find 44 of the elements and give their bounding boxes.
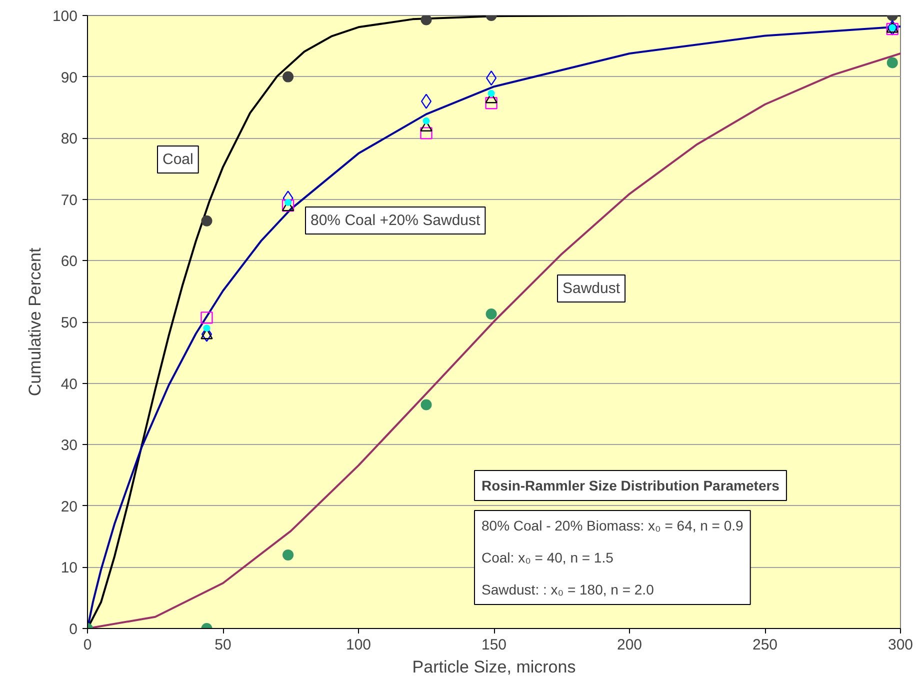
x-tick-label: 250 xyxy=(752,636,778,654)
point xyxy=(488,90,495,97)
annotation: Rosin-Rammler Size Distribution Parameters xyxy=(482,478,780,494)
point xyxy=(420,16,432,26)
point xyxy=(420,399,432,410)
point xyxy=(886,22,898,33)
x-tick-label: 150 xyxy=(481,636,507,654)
y-tick-label: 60 xyxy=(60,253,78,270)
x-axis-title: Particle Size, microns xyxy=(412,658,576,676)
y-tick-label: 70 xyxy=(60,192,78,209)
annotation: 80% Coal +20% Sawdust xyxy=(310,212,482,229)
annotation: Coal xyxy=(162,151,194,168)
y-tick-label: 100 xyxy=(52,8,78,25)
annotation: Sawdust: : x₀ = 180, n = 2.0 xyxy=(482,582,654,598)
point xyxy=(203,324,210,332)
x-tick-label: 200 xyxy=(616,636,642,654)
y-tick-label: 0 xyxy=(69,621,78,638)
point xyxy=(282,71,294,82)
y-tick-label: 20 xyxy=(60,498,78,516)
point xyxy=(420,127,432,140)
point xyxy=(282,549,294,560)
point xyxy=(200,312,213,324)
y-tick-label: 90 xyxy=(60,69,78,86)
x-tick-label: 300 xyxy=(888,636,914,654)
y-axis-title: Cumulative Percent xyxy=(25,248,44,396)
x-tick-label: 100 xyxy=(346,636,372,654)
point xyxy=(420,94,432,109)
annotation: Coal: x₀ = 40, n = 1.5 xyxy=(482,550,614,566)
point xyxy=(886,57,898,68)
point xyxy=(422,117,430,124)
x-tick-label: 0 xyxy=(83,636,92,654)
annotation: Sawdust xyxy=(562,280,621,297)
point xyxy=(886,22,898,36)
point xyxy=(486,308,497,320)
point xyxy=(201,215,212,226)
y-tick-label: 10 xyxy=(60,560,78,577)
y-tick-label: 80 xyxy=(60,130,78,148)
x-tick-label: 50 xyxy=(214,636,232,654)
y-tick-label: 30 xyxy=(60,437,78,454)
point xyxy=(485,97,498,110)
annotation: 80% Coal - 20% Biomass: x₀ = 64, n = 0.9 xyxy=(482,518,744,534)
y-tick-label: 50 xyxy=(60,314,78,332)
point xyxy=(887,20,898,36)
y-tick-label: 40 xyxy=(60,376,78,393)
